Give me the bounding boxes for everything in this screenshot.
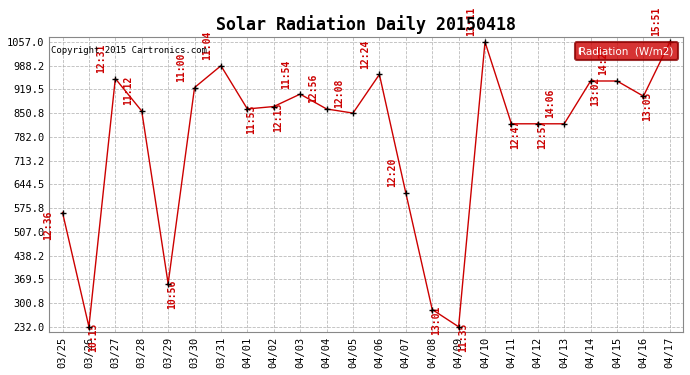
Text: 11:35: 11:35 — [457, 322, 468, 352]
Text: 12:31: 12:31 — [97, 44, 106, 73]
Text: 12:47: 12:47 — [511, 119, 520, 149]
Text: Copyright 2015 Cartronics.com: Copyright 2015 Cartronics.com — [50, 46, 206, 55]
Text: 12:36: 12:36 — [43, 211, 54, 240]
Text: 12:24: 12:24 — [360, 39, 371, 69]
Text: 11:00: 11:00 — [176, 53, 186, 82]
Text: 12:57: 12:57 — [537, 119, 547, 149]
Text: 10:56: 10:56 — [167, 279, 177, 309]
Text: 13:01: 13:01 — [431, 305, 442, 334]
Text: 12:56: 12:56 — [308, 74, 317, 104]
Text: 13:02: 13:02 — [590, 76, 600, 106]
Text: 12:08: 12:08 — [334, 78, 344, 108]
Legend: Radiation  (W/m2): Radiation (W/m2) — [575, 42, 678, 60]
Text: 11:53: 11:53 — [246, 105, 257, 134]
Text: 13:11: 13:11 — [466, 7, 476, 36]
Title: Solar Radiation Daily 20150418: Solar Radiation Daily 20150418 — [216, 15, 516, 34]
Text: 12:20: 12:20 — [387, 158, 397, 187]
Text: 15:51: 15:51 — [651, 7, 661, 36]
Text: 14:27: 14:27 — [598, 46, 608, 75]
Text: 14:06: 14:06 — [545, 89, 555, 118]
Text: 11:12: 11:12 — [123, 76, 133, 105]
Text: 13:05: 13:05 — [642, 92, 653, 121]
Text: 11:54: 11:54 — [282, 59, 291, 88]
Text: 11:04: 11:04 — [202, 31, 212, 60]
Text: 10:15: 10:15 — [88, 322, 98, 352]
Text: 12:13: 12:13 — [273, 102, 283, 132]
